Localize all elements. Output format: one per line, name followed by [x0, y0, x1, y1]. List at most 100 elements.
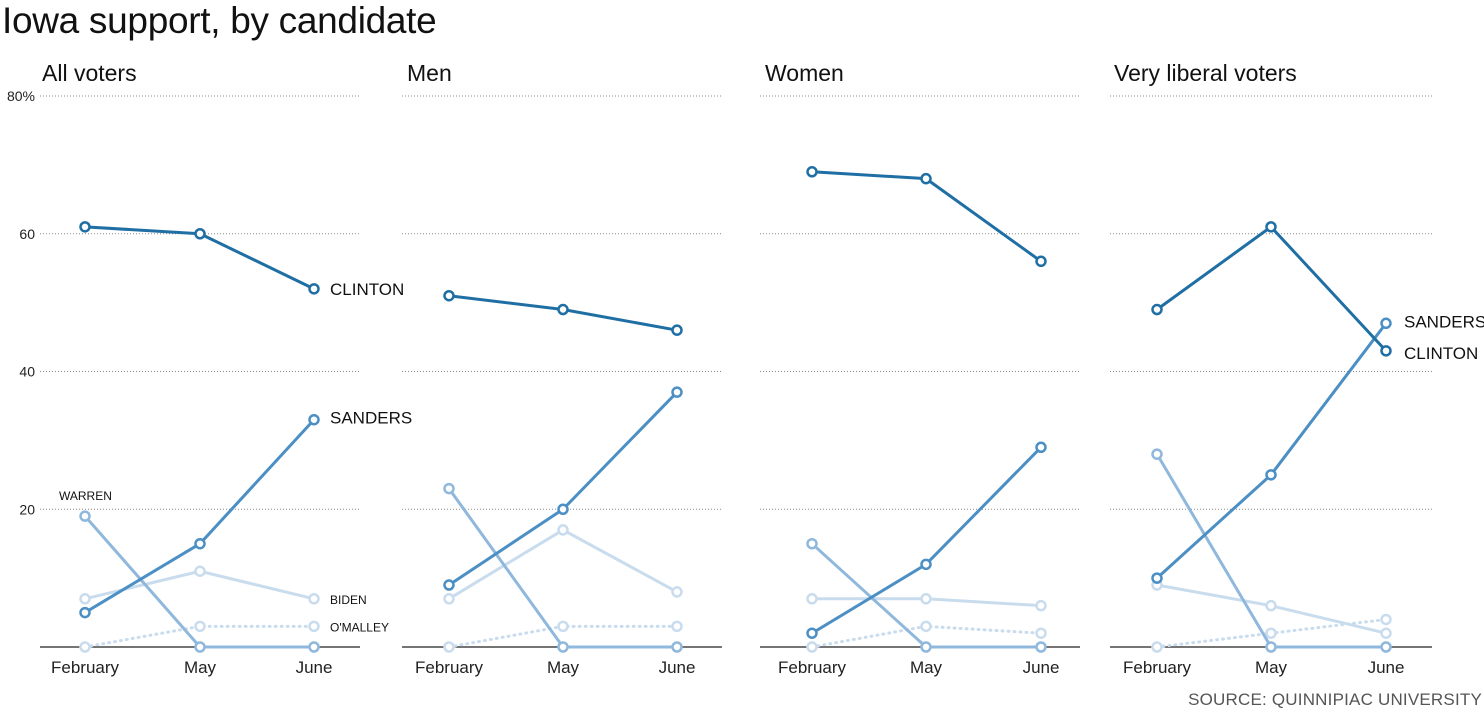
- data-point-omalley: [806, 641, 818, 653]
- data-point-warren: [1265, 641, 1277, 653]
- series-line-sanders: [83, 418, 316, 615]
- data-point-clinton: [79, 221, 91, 233]
- data-point-sanders: [1265, 469, 1277, 481]
- data-point-warren: [443, 482, 455, 495]
- data-point-sanders: [920, 558, 932, 571]
- x-tick-label: May: [547, 658, 580, 677]
- data-point-omalley: [308, 620, 320, 633]
- x-tick-label: June: [1023, 658, 1060, 677]
- source-note: SOURCE: QUINNIPIAC UNIVERSITY: [1188, 690, 1482, 709]
- data-point-sanders: [79, 606, 91, 619]
- data-point-omalley: [194, 620, 206, 633]
- series-line-sanders: [447, 390, 679, 587]
- data-point-sanders: [308, 413, 320, 426]
- data-point-warren: [194, 641, 206, 653]
- y-tick-label: 40: [19, 364, 35, 380]
- data-point-sanders: [1380, 317, 1392, 330]
- data-point-warren: [671, 641, 683, 653]
- data-point-warren: [308, 641, 320, 653]
- data-point-biden: [920, 593, 932, 605]
- data-point-warren: [79, 510, 91, 522]
- data-point-omalley: [1380, 613, 1392, 626]
- data-point-omalley: [79, 641, 91, 653]
- series-line-clinton: [1155, 225, 1388, 353]
- series-line-sanders: [1155, 321, 1388, 580]
- series-label: WARREN: [59, 489, 112, 503]
- y-tick-label: 20: [19, 501, 35, 517]
- data-point-sanders: [671, 386, 683, 398]
- data-point-warren: [920, 641, 932, 653]
- data-point-clinton: [806, 166, 818, 178]
- y-tick-label: 60: [19, 226, 35, 242]
- data-point-clinton: [671, 324, 683, 336]
- data-point-warren: [1380, 641, 1392, 653]
- series-label: O'MALLEY: [330, 620, 389, 634]
- data-point-sanders: [1151, 572, 1163, 584]
- series-label: CLINTON: [330, 280, 404, 299]
- x-tick-label: June: [296, 658, 333, 677]
- data-point-clinton: [1380, 345, 1392, 357]
- data-point-clinton: [1265, 221, 1277, 233]
- data-point-biden: [557, 524, 569, 536]
- series-label: SANDERS: [330, 409, 412, 428]
- series-line-biden: [447, 528, 679, 601]
- data-point-clinton: [1151, 303, 1163, 316]
- data-point-biden: [194, 565, 206, 577]
- series-line-clinton: [810, 170, 1043, 263]
- series-line-omalley: [83, 624, 316, 649]
- x-tick-label: May: [184, 658, 217, 677]
- data-point-clinton: [1035, 255, 1047, 268]
- data-point-biden: [443, 593, 455, 605]
- x-tick-label: June: [1368, 658, 1405, 677]
- data-point-biden: [1380, 627, 1392, 639]
- data-point-clinton: [308, 283, 320, 295]
- data-point-sanders: [443, 579, 455, 591]
- x-tick-label: June: [659, 658, 696, 677]
- data-point-warren: [1035, 641, 1047, 653]
- panel-title: Men: [407, 60, 452, 86]
- data-point-biden: [308, 593, 320, 605]
- data-point-omalley: [557, 620, 569, 633]
- data-point-biden: [1265, 599, 1277, 612]
- data-point-omalley: [1035, 627, 1047, 639]
- panel-title: All voters: [42, 60, 137, 86]
- data-point-clinton: [920, 172, 932, 185]
- x-tick-label: February: [778, 658, 847, 677]
- data-point-omalley: [920, 620, 932, 633]
- series-label: CLINTON: [1404, 344, 1478, 363]
- data-point-warren: [557, 641, 569, 653]
- data-point-omalley: [1151, 641, 1163, 653]
- data-point-omalley: [443, 641, 455, 653]
- x-tick-label: May: [910, 658, 943, 677]
- x-tick-label: February: [51, 658, 120, 677]
- data-point-sanders: [557, 503, 569, 515]
- data-point-biden: [806, 593, 818, 605]
- data-point-clinton: [194, 228, 206, 240]
- data-point-clinton: [557, 303, 569, 316]
- chart-panel-3: Very liberal voters February May June SANDER…: [1110, 60, 1484, 677]
- chart-title: Iowa support, by candidate: [2, 0, 437, 41]
- data-point-biden: [79, 593, 91, 605]
- data-point-sanders: [806, 627, 818, 639]
- series-label: SANDERS: [1404, 312, 1484, 331]
- data-point-sanders: [194, 537, 206, 550]
- panel-title: Very liberal voters: [1114, 60, 1297, 86]
- panel-title: Women: [765, 60, 844, 86]
- series-line-warren: [1155, 452, 1388, 649]
- data-point-sanders: [1035, 441, 1047, 454]
- x-tick-label: May: [1255, 658, 1288, 677]
- data-point-clinton: [443, 289, 455, 302]
- data-point-omalley: [671, 620, 683, 633]
- data-point-warren: [1151, 448, 1163, 460]
- chart-panel-0: All voters 20 40 60 80% February May June O'MALL…: [7, 60, 412, 677]
- data-point-biden: [1035, 599, 1047, 612]
- chart-panel-1: Men February May June: [402, 60, 722, 677]
- y-tick-label: 80%: [7, 88, 35, 104]
- x-tick-label: February: [415, 658, 484, 677]
- chart-panel-2: Women February May June: [760, 60, 1080, 677]
- data-point-omalley: [1265, 627, 1277, 639]
- x-tick-label: February: [1123, 658, 1192, 677]
- series-label: BIDEN: [330, 593, 367, 607]
- data-point-warren: [806, 537, 818, 550]
